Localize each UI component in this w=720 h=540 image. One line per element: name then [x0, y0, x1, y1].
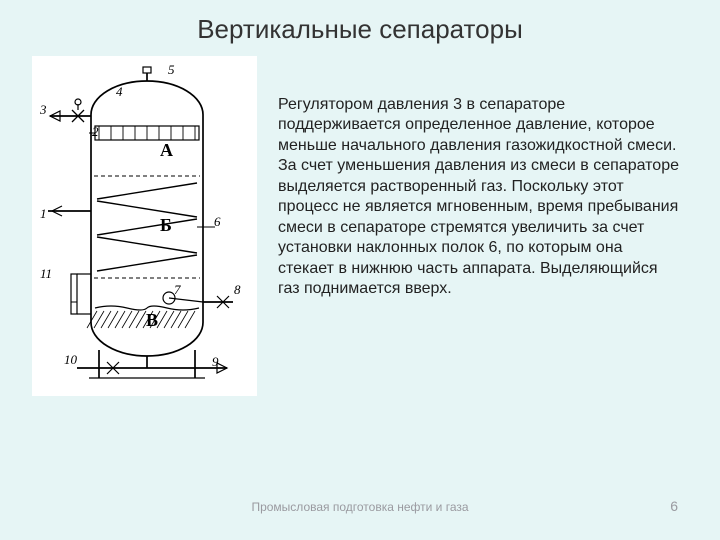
svg-text:4: 4 — [116, 84, 123, 99]
svg-text:6: 6 — [214, 214, 221, 229]
svg-text:9: 9 — [212, 354, 219, 369]
svg-text:В: В — [146, 310, 158, 330]
svg-text:А: А — [160, 140, 173, 160]
page-number: 6 — [670, 498, 678, 514]
svg-text:11: 11 — [40, 266, 52, 281]
svg-text:10: 10 — [64, 352, 78, 367]
svg-text:3: 3 — [39, 102, 47, 117]
slide: Вертикальные сепараторы А Б В 1 2 3 4 5 6 7 8 9 10 11… — [0, 0, 720, 540]
svg-text:1: 1 — [40, 206, 47, 221]
footer-text: Промысловая подготовка нефти и газа — [0, 500, 720, 514]
svg-text:Б: Б — [160, 215, 172, 235]
svg-text:5: 5 — [168, 62, 175, 77]
separator-diagram: А Б В 1 2 3 4 5 6 7 8 9 10 11 — [32, 56, 257, 396]
body-paragraph: Регулятором давления 3 в сепараторе подд… — [278, 95, 680, 300]
svg-text:2: 2 — [92, 124, 99, 139]
svg-text:7: 7 — [174, 282, 181, 297]
page-title: Вертикальные сепараторы — [0, 14, 720, 45]
svg-text:8: 8 — [234, 282, 241, 297]
diagram-svg: А Б В 1 2 3 4 5 6 7 8 9 10 11 — [32, 56, 257, 396]
